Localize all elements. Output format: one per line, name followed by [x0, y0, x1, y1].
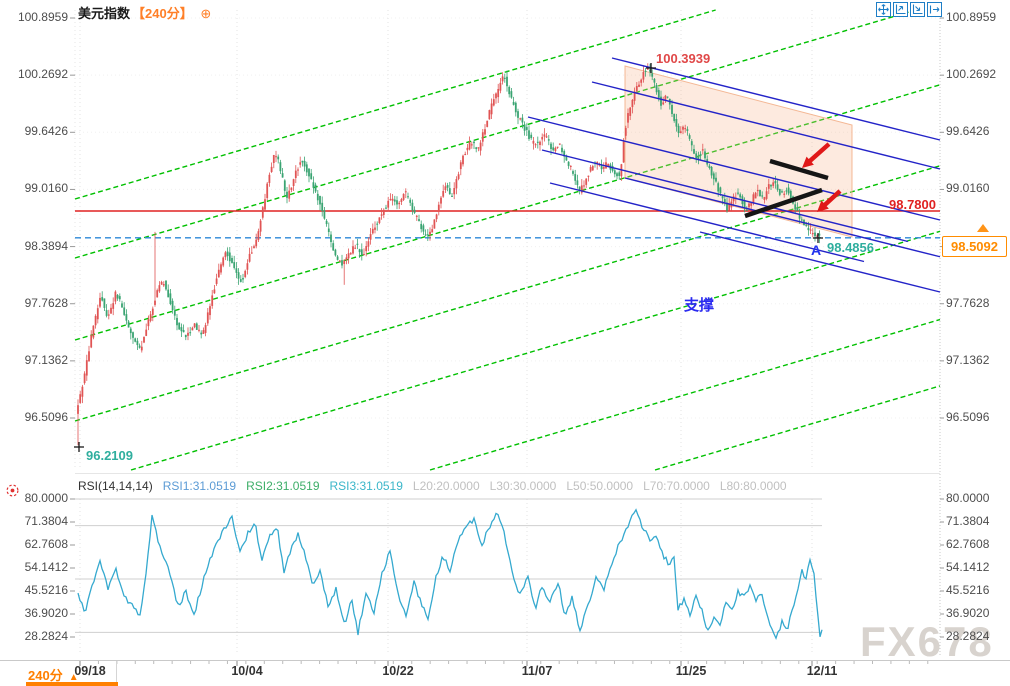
y-axis-label: 71.3804 [946, 513, 990, 528]
exit-chart-icon[interactable] [927, 2, 942, 17]
symbol-name: 美元指数 [78, 6, 131, 21]
x-axis-date-label: 10/04 [231, 664, 263, 678]
y-axis-label: 45.5216 [24, 582, 68, 597]
y-axis-label: 99.6426 [24, 124, 68, 139]
rsi-legend-item-6: L50:50.0000 [566, 479, 634, 493]
rsi-legend-item-0: RSI(14,14,14) [78, 479, 153, 493]
x-axis-date-label: 10/22 [382, 664, 414, 678]
rsi-legend-item-8: L80:80.0000 [719, 479, 787, 493]
rsi-legend: RSI(14,14,14) RSI1:31.0519 RSI2:31.0519 RSI… [78, 479, 787, 493]
y-axis-label: 28.2824 [24, 628, 68, 643]
panel-separator [75, 473, 940, 474]
y-axis-label: 97.1362 [24, 352, 68, 367]
x-axis-date-label: 11/25 [675, 664, 707, 678]
y-axis-label: 96.5096 [24, 410, 68, 424]
peak-price-label: 100.3939 [656, 51, 711, 66]
y-axis-label: 97.1362 [946, 352, 990, 367]
y-axis-label: 54.1412 [946, 559, 990, 574]
y-axis-label: 100.8959 [17, 10, 68, 24]
timeframe-badge[interactable]: 240分 ▲ [28, 668, 79, 683]
interval-label: 【240分】 [132, 6, 193, 21]
x-axis-date-label: 12/11 [806, 664, 838, 678]
start-low-price-label: 96.2109 [86, 448, 133, 463]
rsi-legend-item-5: L30:30.0000 [489, 479, 557, 493]
y-axis-label: 98.3894 [24, 238, 68, 253]
y-axis-label: 36.9020 [946, 605, 990, 620]
y-axis-label: 100.8959 [946, 10, 997, 24]
indicator-settings-icon[interactable] [5, 483, 20, 498]
y-axis-label: 99.0160 [946, 181, 990, 196]
y-axis-label: 97.7628 [24, 295, 68, 310]
chart-plot-area[interactable] [75, 10, 940, 650]
y-axis-label: 62.7608 [946, 536, 990, 551]
y-axis-label: 97.7628 [946, 295, 990, 310]
y-axis-label: 54.1412 [24, 559, 68, 574]
add-indicator-icon[interactable]: ⊕ [200, 6, 212, 21]
rsi-legend-item-1: RSI1:31.0519 [162, 479, 237, 493]
y-axis-label: 71.3804 [24, 513, 68, 528]
x-axis-date-label: 11/07 [521, 664, 553, 678]
badge-up-arrow-icon: ▲ [68, 672, 79, 683]
chart-title: 美元指数 【240分】 ⊕ [78, 3, 211, 22]
last-price-tag: 98.5092 [942, 236, 1007, 257]
y-axis-label: 80.0000 [946, 491, 990, 505]
footer-separator [116, 661, 117, 686]
rsi-legend-item-7: L70:70.0000 [643, 479, 710, 493]
rsi-legend-item-4: L20:20.0000 [412, 479, 480, 493]
y-axis-label: 100.2692 [946, 67, 997, 82]
y-axis-label: 36.9020 [24, 605, 68, 620]
y-axis-label: 99.6426 [946, 124, 990, 139]
y-axis-label: 96.5096 [946, 410, 990, 424]
x-axis-date-label: 09/18 [74, 664, 106, 678]
rsi-legend-item-3: RSI3:31.0519 [329, 479, 403, 493]
y-axis-label: 62.7608 [24, 536, 68, 551]
a-marker: A [811, 242, 822, 258]
axis-scale-right-icon[interactable] [910, 2, 925, 17]
low-price-label: 98.4856 [827, 240, 874, 255]
y-axis-label: 80.0000 [24, 491, 68, 505]
time-axis-line [0, 660, 1010, 661]
axis-scale-left-icon[interactable] [893, 2, 908, 17]
support-text-label: 支撑 [684, 297, 715, 314]
y-axis-label: 45.5216 [946, 582, 990, 597]
chart-toolbar [876, 2, 942, 17]
resistance-price-label: 98.7800 [889, 197, 936, 212]
pan-icon[interactable] [876, 2, 891, 17]
watermark: FX678 [860, 618, 994, 665]
y-axis-label: 100.2692 [17, 67, 68, 82]
price-up-triangle-icon [977, 224, 989, 232]
y-axis-label: 28.2824 [946, 628, 990, 643]
y-axis-label: 99.0160 [24, 181, 68, 196]
rsi-legend-item-2: RSI2:31.0519 [246, 479, 320, 493]
timeframe-active-bar [26, 682, 118, 686]
